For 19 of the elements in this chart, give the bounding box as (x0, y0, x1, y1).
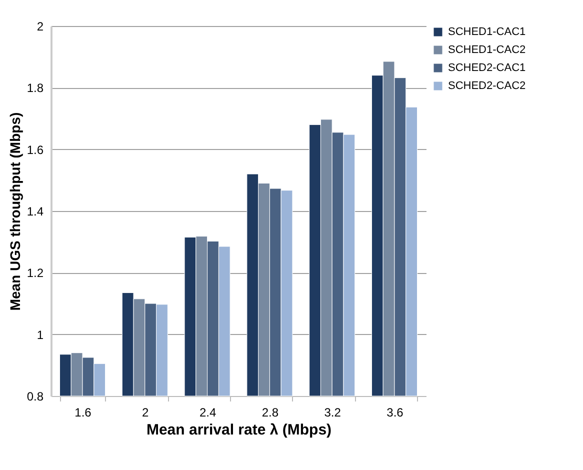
y-axis-title: Mean UGS throughput (Mbps) (6, 112, 23, 311)
y-tick-label: 1.4 (26, 204, 44, 218)
x-tick-label: 2 (142, 406, 150, 420)
x-axis-title: Mean arrival rate λ (Mbps) (146, 422, 332, 438)
y-tick-label: 2 (36, 20, 44, 34)
x-tick-label: 2.8 (262, 406, 279, 420)
legend-label: SCHED1-CAC2 (448, 44, 526, 56)
x-tick-label: 3.2 (324, 406, 342, 420)
y-tick-label: 0.8 (26, 390, 44, 404)
legend-label: SCHED1-CAC1 (448, 26, 526, 38)
y-tick-label: 1.6 (26, 142, 44, 157)
legend-label: SCHED2-CAC1 (448, 62, 526, 74)
y-tick-label: 1 (36, 328, 44, 342)
x-tick-label: 1.6 (74, 406, 92, 420)
x-tick-label: 2.4 (199, 406, 216, 420)
x-tick-label: 3.6 (386, 406, 404, 420)
legend-label: SCHED2-CAC2 (448, 80, 526, 92)
y-tick-label: 1.2 (26, 266, 44, 280)
y-tick-label: 1.8 (26, 81, 44, 96)
